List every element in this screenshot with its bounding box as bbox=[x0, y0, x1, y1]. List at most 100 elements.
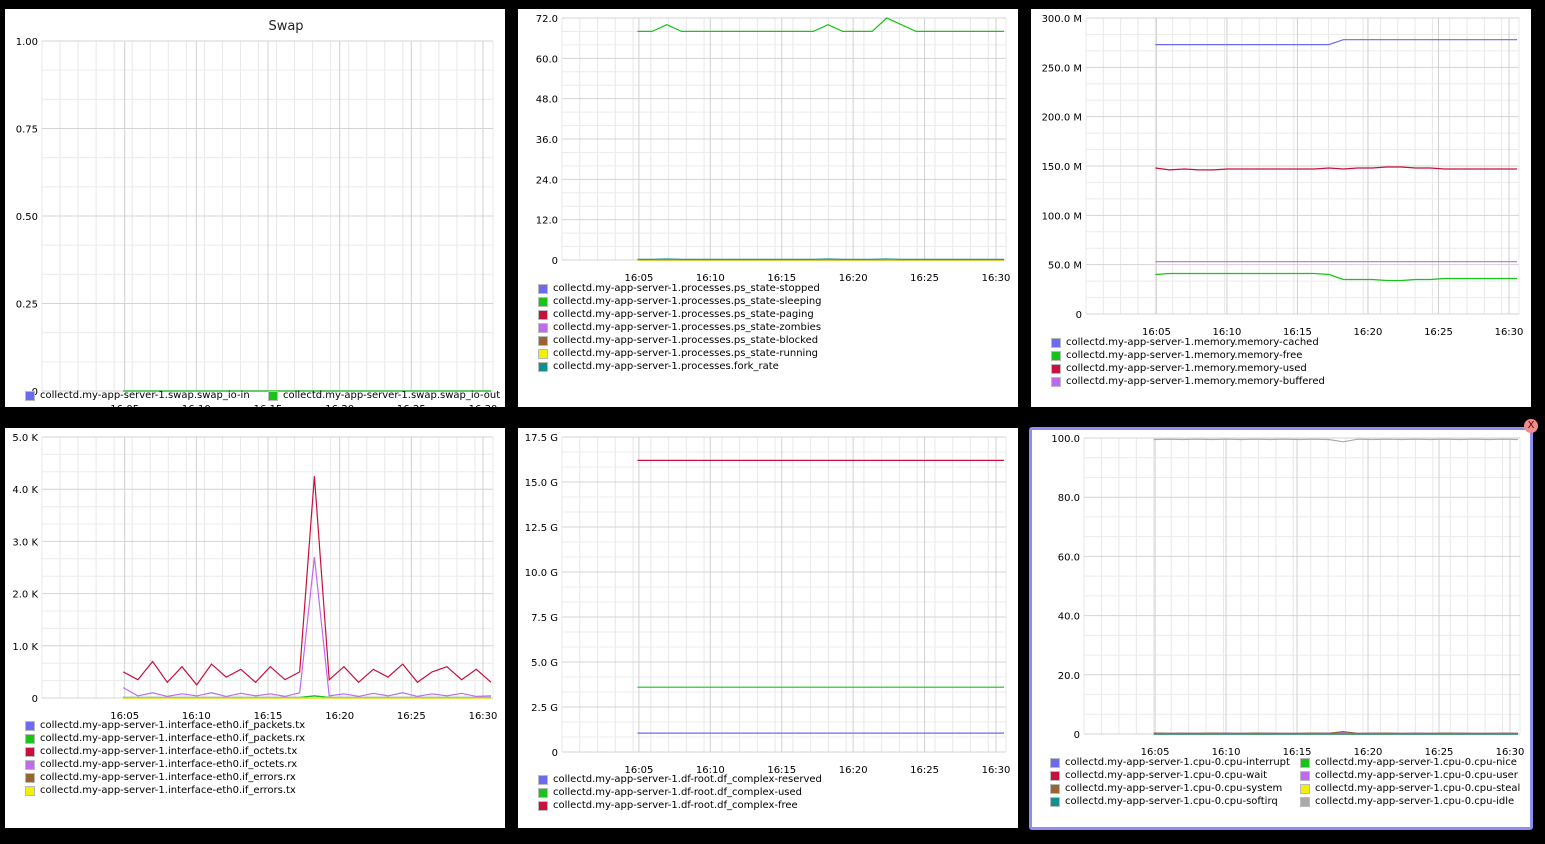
legend-item[interactable]: collectd.my-app-server-1.memory.memory-u… bbox=[1051, 362, 1307, 375]
legend-label: collectd.my-app-server-1.cpu-0.cpu-softi… bbox=[1065, 796, 1278, 807]
legend-label: collectd.my-app-server-1.df-root.df_comp… bbox=[553, 800, 798, 811]
legend-item[interactable]: collectd.my-app-server-1.cpu-0.cpu-wait bbox=[1050, 769, 1267, 782]
x-tick-label: 16:30 bbox=[469, 404, 498, 415]
legend-item[interactable]: collectd.my-app-server-1.interface-eth0.… bbox=[25, 758, 297, 771]
y-tick-label: 2.0 K bbox=[12, 590, 38, 601]
legend-item[interactable]: collectd.my-app-server-1.processes.ps_st… bbox=[538, 321, 821, 334]
chart-panel-interface[interactable]: 16:05 16:10 16:15 16:20 16:25 16:30 5.0 K 4.0 K… bbox=[5, 428, 505, 828]
legend-label: collectd.my-app-server-1.memory.memory-b… bbox=[1066, 376, 1325, 387]
legend-item[interactable]: collectd.my-app-server-1.interface-eth0.… bbox=[25, 719, 305, 732]
legend-swatch bbox=[538, 309, 548, 320]
legend-swatch bbox=[1300, 796, 1310, 807]
legend-item[interactable]: collectd.my-app-server-1.swap.swap_io-ou… bbox=[268, 389, 500, 402]
y-tick-label: 10.0 G bbox=[525, 568, 558, 579]
legend-item[interactable]: collectd.my-app-server-1.processes.ps_st… bbox=[538, 308, 814, 321]
legend-item[interactable]: collectd.my-app-server-1.cpu-0.cpu-user bbox=[1300, 769, 1518, 782]
y-tick-label: 40.0 bbox=[1058, 612, 1080, 623]
legend-label: collectd.my-app-server-1.interface-eth0.… bbox=[40, 785, 296, 796]
chart-panel-swap[interactable]: Swap 16:05 16:10 16:15 16:20 16:25 16:30 1.00 0.… bbox=[5, 9, 505, 415]
x-tick-label: 16:05 bbox=[624, 765, 653, 776]
chart-panel-memory[interactable]: 16:05 16:10 16:15 16:20 16:25 16:30 300.0 M 250… bbox=[1031, 9, 1531, 407]
legend-swatch bbox=[1050, 796, 1060, 807]
chart-svg: 16:05 16:10 16:15 16:20 16:25 16:30 300.0 M 250… bbox=[1042, 14, 1524, 338]
legend-item[interactable]: collectd.my-app-server-1.interface-eth0.… bbox=[25, 732, 305, 745]
legend-item[interactable]: collectd.my-app-server-1.processes.ps_st… bbox=[538, 282, 820, 295]
legend-item[interactable]: collectd.my-app-server-1.interface-eth0.… bbox=[25, 784, 296, 797]
legend-item[interactable]: collectd.my-app-server-1.memory.memory-c… bbox=[1051, 336, 1319, 349]
legend-swatch bbox=[538, 787, 548, 798]
x-tick-label: 16:10 bbox=[696, 765, 725, 776]
legend-item[interactable]: collectd.my-app-server-1.processes.fork_… bbox=[538, 360, 779, 373]
y-tick-label: 15.0 G bbox=[525, 478, 558, 489]
legend-swatch bbox=[1300, 770, 1310, 781]
legend-label: collectd.my-app-server-1.cpu-0.cpu-steal bbox=[1315, 783, 1521, 794]
y-tick-label: 0 bbox=[552, 748, 558, 759]
legend-item[interactable]: collectd.my-app-server-1.processes.ps_st… bbox=[538, 295, 822, 308]
legend-item[interactable]: collectd.my-app-server-1.df-root.df_comp… bbox=[538, 799, 798, 812]
chart-panel-cpu[interactable]: 16:05 16:10 16:15 16:20 16:25 16:30 100.0 80.0 6… bbox=[1029, 427, 1533, 830]
legend-label: collectd.my-app-server-1.memory.memory-f… bbox=[1066, 350, 1303, 361]
y-tick-label: 250.0 M bbox=[1042, 63, 1082, 74]
legend-label: collectd.my-app-server-1.processes.ps_st… bbox=[553, 296, 822, 307]
y-tick-label: 60.0 bbox=[1058, 552, 1080, 563]
legend-label: collectd.my-app-server-1.cpu-0.cpu-nice bbox=[1315, 757, 1517, 768]
legend-label: collectd.my-app-server-1.df-root.df_comp… bbox=[553, 787, 803, 798]
legend-item[interactable]: collectd.my-app-server-1.interface-eth0.… bbox=[25, 771, 296, 784]
legend-swatch bbox=[25, 785, 35, 796]
chart-panel-processes[interactable]: 16:05 16:10 16:15 16:20 16:25 16:30 72.0 60.0 48… bbox=[518, 9, 1018, 407]
x-tick-label: 16:15 bbox=[254, 711, 283, 722]
x-tick-label: 16:25 bbox=[1424, 327, 1453, 338]
legend-item[interactable]: collectd.my-app-server-1.interface-eth0.… bbox=[25, 745, 297, 758]
x-tick-label: 16:25 bbox=[397, 711, 426, 722]
legend-label: collectd.my-app-server-1.interface-eth0.… bbox=[40, 746, 298, 757]
legend-item[interactable]: collectd.my-app-server-1.cpu-0.cpu-steal bbox=[1300, 782, 1520, 795]
legend-item[interactable]: collectd.my-app-server-1.cpu-0.cpu-idle bbox=[1300, 795, 1514, 808]
legend-swatch bbox=[1300, 757, 1310, 768]
y-tick-label: 0.75 bbox=[16, 125, 38, 136]
x-tick-label: 16:25 bbox=[397, 404, 426, 415]
legend-item[interactable]: collectd.my-app-server-1.swap.swap_io-in bbox=[25, 389, 250, 402]
series-line bbox=[123, 695, 491, 699]
legend-item[interactable]: collectd.my-app-server-1.cpu-0.cpu-softi… bbox=[1050, 795, 1278, 808]
x-tick-label: 16:10 bbox=[182, 711, 211, 722]
x-tick-label: 16:15 bbox=[254, 404, 283, 415]
legend-item[interactable]: collectd.my-app-server-1.cpu-0.cpu-syste… bbox=[1050, 782, 1282, 795]
x-tick-label: 16:20 bbox=[1354, 327, 1383, 338]
legend-swatch bbox=[1050, 783, 1060, 794]
legend-label: collectd.my-app-server-1.swap.swap_io-in bbox=[40, 390, 250, 401]
legend-label: collectd.my-app-server-1.processes.ps_st… bbox=[553, 283, 820, 294]
y-tick-label: 3.0 K bbox=[12, 537, 38, 548]
legend-label: collectd.my-app-server-1.cpu-0.cpu-user bbox=[1315, 770, 1518, 781]
x-tick-label: 16:20 bbox=[839, 273, 868, 284]
legend-item[interactable]: collectd.my-app-server-1.processes.ps_st… bbox=[538, 334, 818, 347]
y-tick-label: 12.5 G bbox=[525, 523, 558, 534]
series-line bbox=[1155, 39, 1517, 46]
x-tick-label: 16:20 bbox=[839, 765, 868, 776]
legend-swatch bbox=[25, 733, 35, 744]
legend-item[interactable]: collectd.my-app-server-1.memory.memory-b… bbox=[1051, 375, 1325, 388]
y-tick-label: 7.5 G bbox=[531, 613, 558, 624]
x-tick-label: 16:20 bbox=[325, 711, 354, 722]
y-tick-label: 200.0 M bbox=[1042, 113, 1082, 124]
legend-swatch bbox=[538, 361, 548, 372]
x-tick-label: 16:20 bbox=[325, 404, 354, 415]
legend-item[interactable]: collectd.my-app-server-1.processes.ps_st… bbox=[538, 347, 818, 360]
legend-item[interactable]: collectd.my-app-server-1.cpu-0.cpu-nice bbox=[1300, 756, 1517, 769]
chart-svg: Swap 16:05 16:10 16:15 16:20 16:25 16:30 1.00 0.… bbox=[16, 19, 498, 415]
y-tick-label: 300.0 M bbox=[1042, 14, 1082, 25]
legend-item[interactable]: collectd.my-app-server-1.df-root.df_comp… bbox=[538, 773, 822, 786]
legend-item[interactable]: collectd.my-app-server-1.memory.memory-f… bbox=[1051, 349, 1302, 362]
x-tick-label: 16:15 bbox=[1283, 327, 1312, 338]
y-tick-label: 1.00 bbox=[16, 37, 38, 48]
chart-svg: 16:05 16:10 16:15 16:20 16:25 16:30 100.0 80.0 6… bbox=[1051, 434, 1524, 758]
legend-swatch bbox=[1051, 350, 1061, 361]
y-tick-label: 50.0 M bbox=[1048, 261, 1082, 272]
x-tick-label: 16:10 bbox=[1212, 747, 1241, 758]
legend-item[interactable]: collectd.my-app-server-1.cpu-0.cpu-inter… bbox=[1050, 756, 1290, 769]
legend-label: collectd.my-app-server-1.processes.fork_… bbox=[553, 361, 779, 372]
close-chart-button[interactable]: X bbox=[1524, 419, 1538, 433]
chart-panel-disk[interactable]: 16:05 16:10 16:15 16:20 16:25 16:30 17.5 G 15.0… bbox=[518, 428, 1018, 828]
x-tick-label: 16:10 bbox=[182, 404, 211, 415]
legend-item[interactable]: collectd.my-app-server-1.df-root.df_comp… bbox=[538, 786, 802, 799]
x-tick-label: 16:05 bbox=[110, 711, 139, 722]
